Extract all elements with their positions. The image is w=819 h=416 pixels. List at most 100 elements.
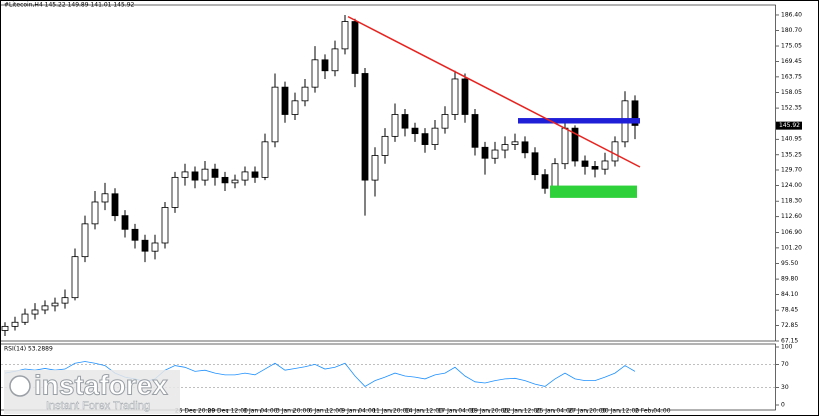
- candle-body: [201, 168, 209, 181]
- candle-body: [471, 114, 479, 148]
- y-tick-label: 175.05: [781, 43, 802, 50]
- y-tick-label: 118.30: [781, 198, 802, 205]
- rsi-tick-label: 100: [781, 344, 793, 351]
- candle-body: [121, 215, 129, 230]
- candle-body: [541, 174, 549, 189]
- rsi-tick-label: 30: [781, 384, 789, 391]
- candle-body: [531, 152, 539, 176]
- x-tick-label: 26 Dec 20:00: [175, 408, 216, 415]
- rsi-tick-label: 0: [781, 402, 785, 409]
- candle-body: [611, 141, 619, 162]
- candle-body: [411, 127, 419, 135]
- candle-body: [281, 86, 289, 115]
- x-tick-label: 2 Feb 04:00: [635, 408, 671, 415]
- y-tick-label: 95.50: [781, 260, 798, 267]
- y-tick-label: 72.85: [781, 322, 798, 329]
- y-tick-label: 140.95: [781, 136, 802, 143]
- trendline: [347, 15, 641, 168]
- candle-body: [521, 141, 529, 154]
- candle-body: [211, 168, 219, 178]
- candle-body: [11, 321, 19, 327]
- x-tick-label: 3 Jan 20:00: [276, 408, 310, 415]
- price-zone: [518, 118, 640, 124]
- candle-body: [421, 133, 429, 145]
- y-tick-label: 163.75: [781, 73, 802, 80]
- candle-body: [161, 207, 169, 244]
- y-tick-label: 101.20: [781, 244, 802, 251]
- y-tick-label: 158.05: [781, 89, 802, 96]
- candle-body: [31, 309, 39, 315]
- candle-body: [451, 78, 459, 115]
- x-tick-label: 1 Jan 04:00: [243, 408, 277, 415]
- candle-body: [151, 242, 159, 252]
- candle-body: [171, 176, 179, 208]
- rsi-line: [4, 361, 636, 387]
- candle-body: [341, 21, 349, 50]
- candle-body: [491, 149, 499, 159]
- y-tick-label: 169.45: [781, 58, 802, 65]
- rsi-tick-label: 70: [781, 361, 789, 368]
- y-tick-label: 186.40: [781, 11, 802, 18]
- watermark-box: [4, 370, 180, 414]
- candle-body: [181, 171, 189, 178]
- candle-body: [231, 179, 239, 184]
- candle-body: [131, 228, 139, 241]
- candle-body: [51, 302, 59, 307]
- candle-body: [631, 100, 639, 126]
- x-tick-label: 29 Dec 12:00: [208, 408, 249, 415]
- y-tick-label: 129.70: [781, 166, 802, 173]
- candle-body: [501, 144, 509, 151]
- candle-body: [111, 193, 119, 217]
- x-tick-label: 30 Jan 12:00: [601, 408, 639, 415]
- candle-body: [221, 176, 229, 184]
- candle-body: [461, 78, 469, 115]
- candle-body: [291, 100, 299, 115]
- candle-body: [141, 239, 149, 252]
- candle-body: [441, 114, 449, 129]
- candle-body: [481, 146, 489, 159]
- x-tick-label: 6 Jan 12:00: [309, 408, 343, 415]
- y-tick-label: 78.45: [781, 307, 798, 314]
- candle-body: [331, 48, 339, 72]
- candle-body: [261, 141, 269, 178]
- x-tick-label: 19 Jan 20:00: [470, 408, 508, 415]
- y-tick-label: 106.90: [781, 229, 802, 236]
- candle-body: [571, 127, 579, 162]
- x-tick-label: 9 Jan 04:00: [341, 408, 375, 415]
- candle-body: [371, 155, 379, 181]
- x-tick-label: 14 Jan 12:00: [405, 408, 443, 415]
- rsi-label: RSI(14) 53.2889: [4, 346, 53, 353]
- candle-body: [581, 160, 589, 167]
- candle-body: [71, 256, 79, 299]
- candle-body: [591, 166, 599, 170]
- candle-body: [431, 127, 439, 145]
- candle-body: [21, 313, 29, 323]
- candle-body: [81, 223, 89, 258]
- candle-body: [381, 135, 389, 156]
- x-tick-label: 17 Jan 04:00: [438, 408, 476, 415]
- main-panel: [0, 4, 776, 342]
- rsi-panel: [0, 343, 776, 411]
- price-tag-label: 145.92: [779, 122, 800, 129]
- candle-body: [551, 163, 559, 189]
- y-tick-label: 124.00: [781, 182, 802, 189]
- watermark-brand: instaforex: [34, 369, 168, 400]
- candle-body: [251, 171, 259, 178]
- watermark-logo: [9, 375, 31, 397]
- candle-body: [511, 141, 519, 145]
- price-zone: [550, 185, 637, 198]
- candle-body: [301, 86, 309, 102]
- candle-body: [91, 201, 99, 225]
- candle-body: [601, 160, 609, 170]
- candle-body: [271, 86, 279, 143]
- candle-body: [391, 114, 399, 137]
- x-tick-label: 22 Jan 12:00: [503, 408, 541, 415]
- candle-body: [351, 21, 359, 74]
- candle-body: [191, 171, 199, 181]
- y-tick-label: 89.80: [781, 276, 798, 283]
- y-tick-label: 180.70: [781, 27, 802, 34]
- price-tag: [776, 121, 802, 130]
